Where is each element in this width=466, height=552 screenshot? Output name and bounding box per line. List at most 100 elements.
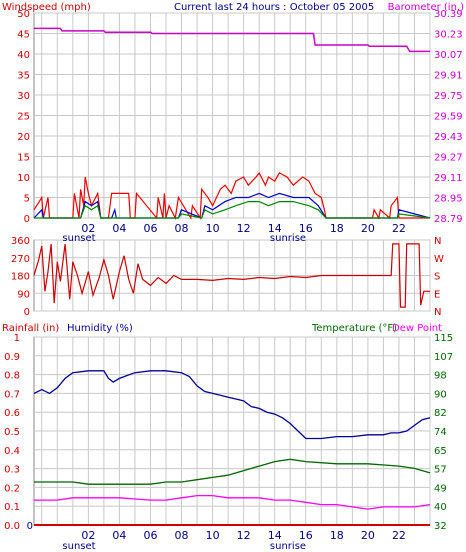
left-tick-label: 0.0 (4, 521, 20, 532)
left-tick-label: 10 (17, 173, 30, 184)
right-tick-label: 82 (434, 408, 447, 419)
gridlines (34, 12, 431, 526)
left-tick-label: 0.6 (4, 408, 20, 419)
right-tick-label: 28.95 (434, 194, 463, 205)
left-tick-label: 0.9 (4, 352, 20, 363)
x-tick-label: 20 (361, 529, 375, 542)
right-tick-label: 90 (434, 389, 447, 400)
x-tick-label: 22 (392, 529, 406, 542)
right-tick-label: 49 (434, 483, 447, 494)
right-tick-label: 57 (434, 465, 447, 476)
rainfall-axis-title: Rainfall (in) (2, 323, 59, 334)
x-tick-label: 20 (361, 222, 375, 235)
left-tick-label: 360 (11, 236, 30, 247)
sunset-label-top: sunset (62, 233, 95, 244)
right-tick-label: 30.23 (434, 30, 463, 41)
left-tick-label: 20 (17, 132, 30, 143)
left-tick-label: 0.5 (4, 427, 20, 438)
right-tick-label: 40 (434, 502, 447, 513)
right-tick-label: 29.11 (434, 173, 463, 184)
left-tick-label: 50 (17, 9, 30, 20)
x-tick-label: 12 (237, 222, 251, 235)
wind-direction-line (33, 243, 430, 308)
x-tick-label: 08 (175, 222, 189, 235)
right-tick-label: E (434, 289, 440, 300)
x-tick-label: 16 (299, 222, 313, 235)
temperature-line (34, 458, 431, 485)
x-tick-label: 04 (112, 529, 126, 542)
right-tick-label: 32 (434, 521, 447, 532)
right-tick-label: 29.91 (434, 71, 463, 82)
humidity-line (33, 370, 431, 440)
left-tick-label: 35 (17, 71, 30, 82)
right-tick-label: 29.43 (434, 132, 463, 143)
right-tick-label: W (434, 254, 444, 265)
x-tick-label: 18 (330, 529, 344, 542)
right-tick-label: 29.59 (434, 112, 463, 123)
sunrise-label-bottom: sunrise (270, 541, 306, 552)
left-tick-label: 15 (17, 153, 30, 164)
right-tick-label: 115 (434, 333, 453, 344)
left-tick-label: 0.1 (4, 502, 20, 513)
x-tick-label: 10 (206, 222, 220, 235)
left-tick-label: 270 (11, 254, 30, 265)
right-tick-label: 29.27 (434, 153, 463, 164)
left-tick-label: 45 (17, 30, 30, 41)
right-tick-label: 98 (434, 371, 447, 382)
dewpoint-line (34, 494, 431, 510)
left-tick-label: 0 (24, 307, 30, 318)
x-tick-label: 06 (143, 529, 157, 542)
x-tick-label: 16 (299, 529, 313, 542)
right-tick-label: S (434, 272, 440, 283)
right-tick-label: N (434, 236, 441, 247)
chart-header-title: Current last 24 hours : October 05 2005 (174, 2, 374, 13)
x-tick-label: 10 (206, 529, 220, 542)
right-tick-label: 74 (434, 427, 447, 438)
humidity-axis-title: Humidity (%) (67, 323, 133, 334)
wind-low-line (34, 201, 431, 219)
left-tick-label: 0.8 (4, 371, 20, 382)
x-tick-label: 14 (268, 222, 282, 235)
barometer-axis-title: Barometer (in.) (388, 2, 464, 13)
x-tick-label: 02 (81, 529, 95, 542)
left-tick-label: 0.7 (4, 389, 20, 400)
x-tick-label: 06 (143, 222, 157, 235)
left-tick-label: 40 (17, 50, 30, 61)
left-tick-label: 0.3 (4, 465, 20, 476)
right-tick-label: 30.07 (434, 50, 463, 61)
right-tick-label: 30.39 (434, 9, 463, 20)
x-tick-label: 12 (237, 529, 251, 542)
wind-gust-line (33, 171, 430, 220)
sunrise-label-top: sunrise (270, 233, 306, 244)
right-tick-label: N (434, 307, 441, 318)
inner-tick-label: 0 (27, 521, 33, 532)
x-tick-label: 18 (330, 222, 344, 235)
left-tick-label: 25 (17, 112, 30, 123)
right-tick-label: 28.79 (434, 214, 463, 225)
left-tick-label: 0.2 (4, 483, 20, 494)
barometer-line (34, 27, 430, 53)
x-tick-label: 22 (392, 222, 406, 235)
left-tick-label: 0.4 (4, 446, 20, 457)
windspeed-axis-title: Windspeed (mph) (2, 2, 91, 13)
wind-average-line (33, 192, 431, 219)
left-tick-label: 180 (11, 272, 30, 283)
left-tick-label: 0 (24, 214, 30, 225)
axis-labels: 0510152025303540455028.7928.9529.1129.27… (4, 9, 463, 542)
dewpoint-axis-title: Dew Point (392, 323, 442, 334)
data-series (33, 27, 431, 526)
right-tick-label: 65 (434, 446, 447, 457)
sunset-label-bottom: sunset (62, 541, 95, 552)
x-tick-label: 08 (175, 529, 189, 542)
temperature-axis-title: Temperature (°F) (311, 323, 397, 334)
right-tick-label: 29.75 (434, 91, 463, 102)
x-tick-label: 14 (268, 529, 282, 542)
left-tick-label: 30 (17, 91, 30, 102)
left-tick-label: 1 (14, 333, 20, 344)
right-tick-label: 107 (434, 352, 453, 363)
x-tick-label: 02 (81, 222, 95, 235)
x-tick-label: 04 (112, 222, 126, 235)
left-tick-label: 5 (24, 194, 30, 205)
left-tick-label: 90 (17, 289, 30, 300)
